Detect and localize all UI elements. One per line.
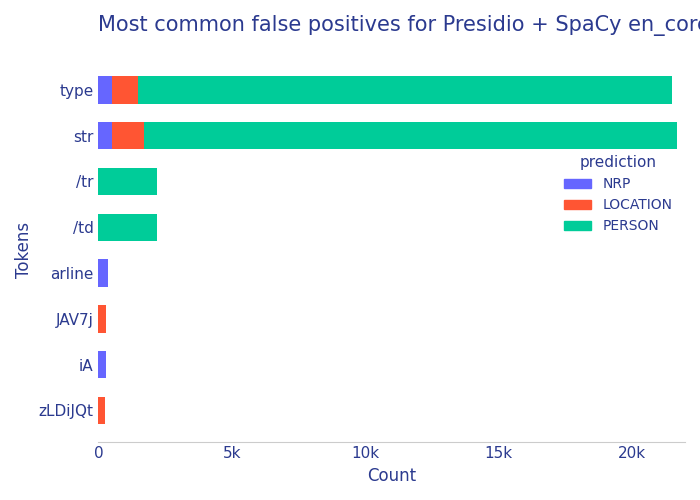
Bar — [139, 76, 672, 104]
Bar — [99, 351, 106, 378]
Bar — [99, 214, 157, 241]
Bar — [144, 122, 677, 150]
Bar — [99, 122, 112, 150]
Bar — [99, 396, 105, 424]
Y-axis label: Tokens: Tokens — [15, 222, 33, 278]
Bar — [112, 76, 139, 104]
Bar — [99, 168, 157, 195]
X-axis label: Count: Count — [367, 467, 416, 485]
Legend: NRP, LOCATION, PERSON: NRP, LOCATION, PERSON — [558, 150, 678, 239]
Bar — [99, 305, 106, 332]
Bar — [99, 76, 112, 104]
Text: Most common false positives for Presidio + SpaCy en_core_web_lg: Most common false positives for Presidio… — [99, 15, 700, 36]
Bar — [112, 122, 144, 150]
Bar — [99, 260, 108, 287]
